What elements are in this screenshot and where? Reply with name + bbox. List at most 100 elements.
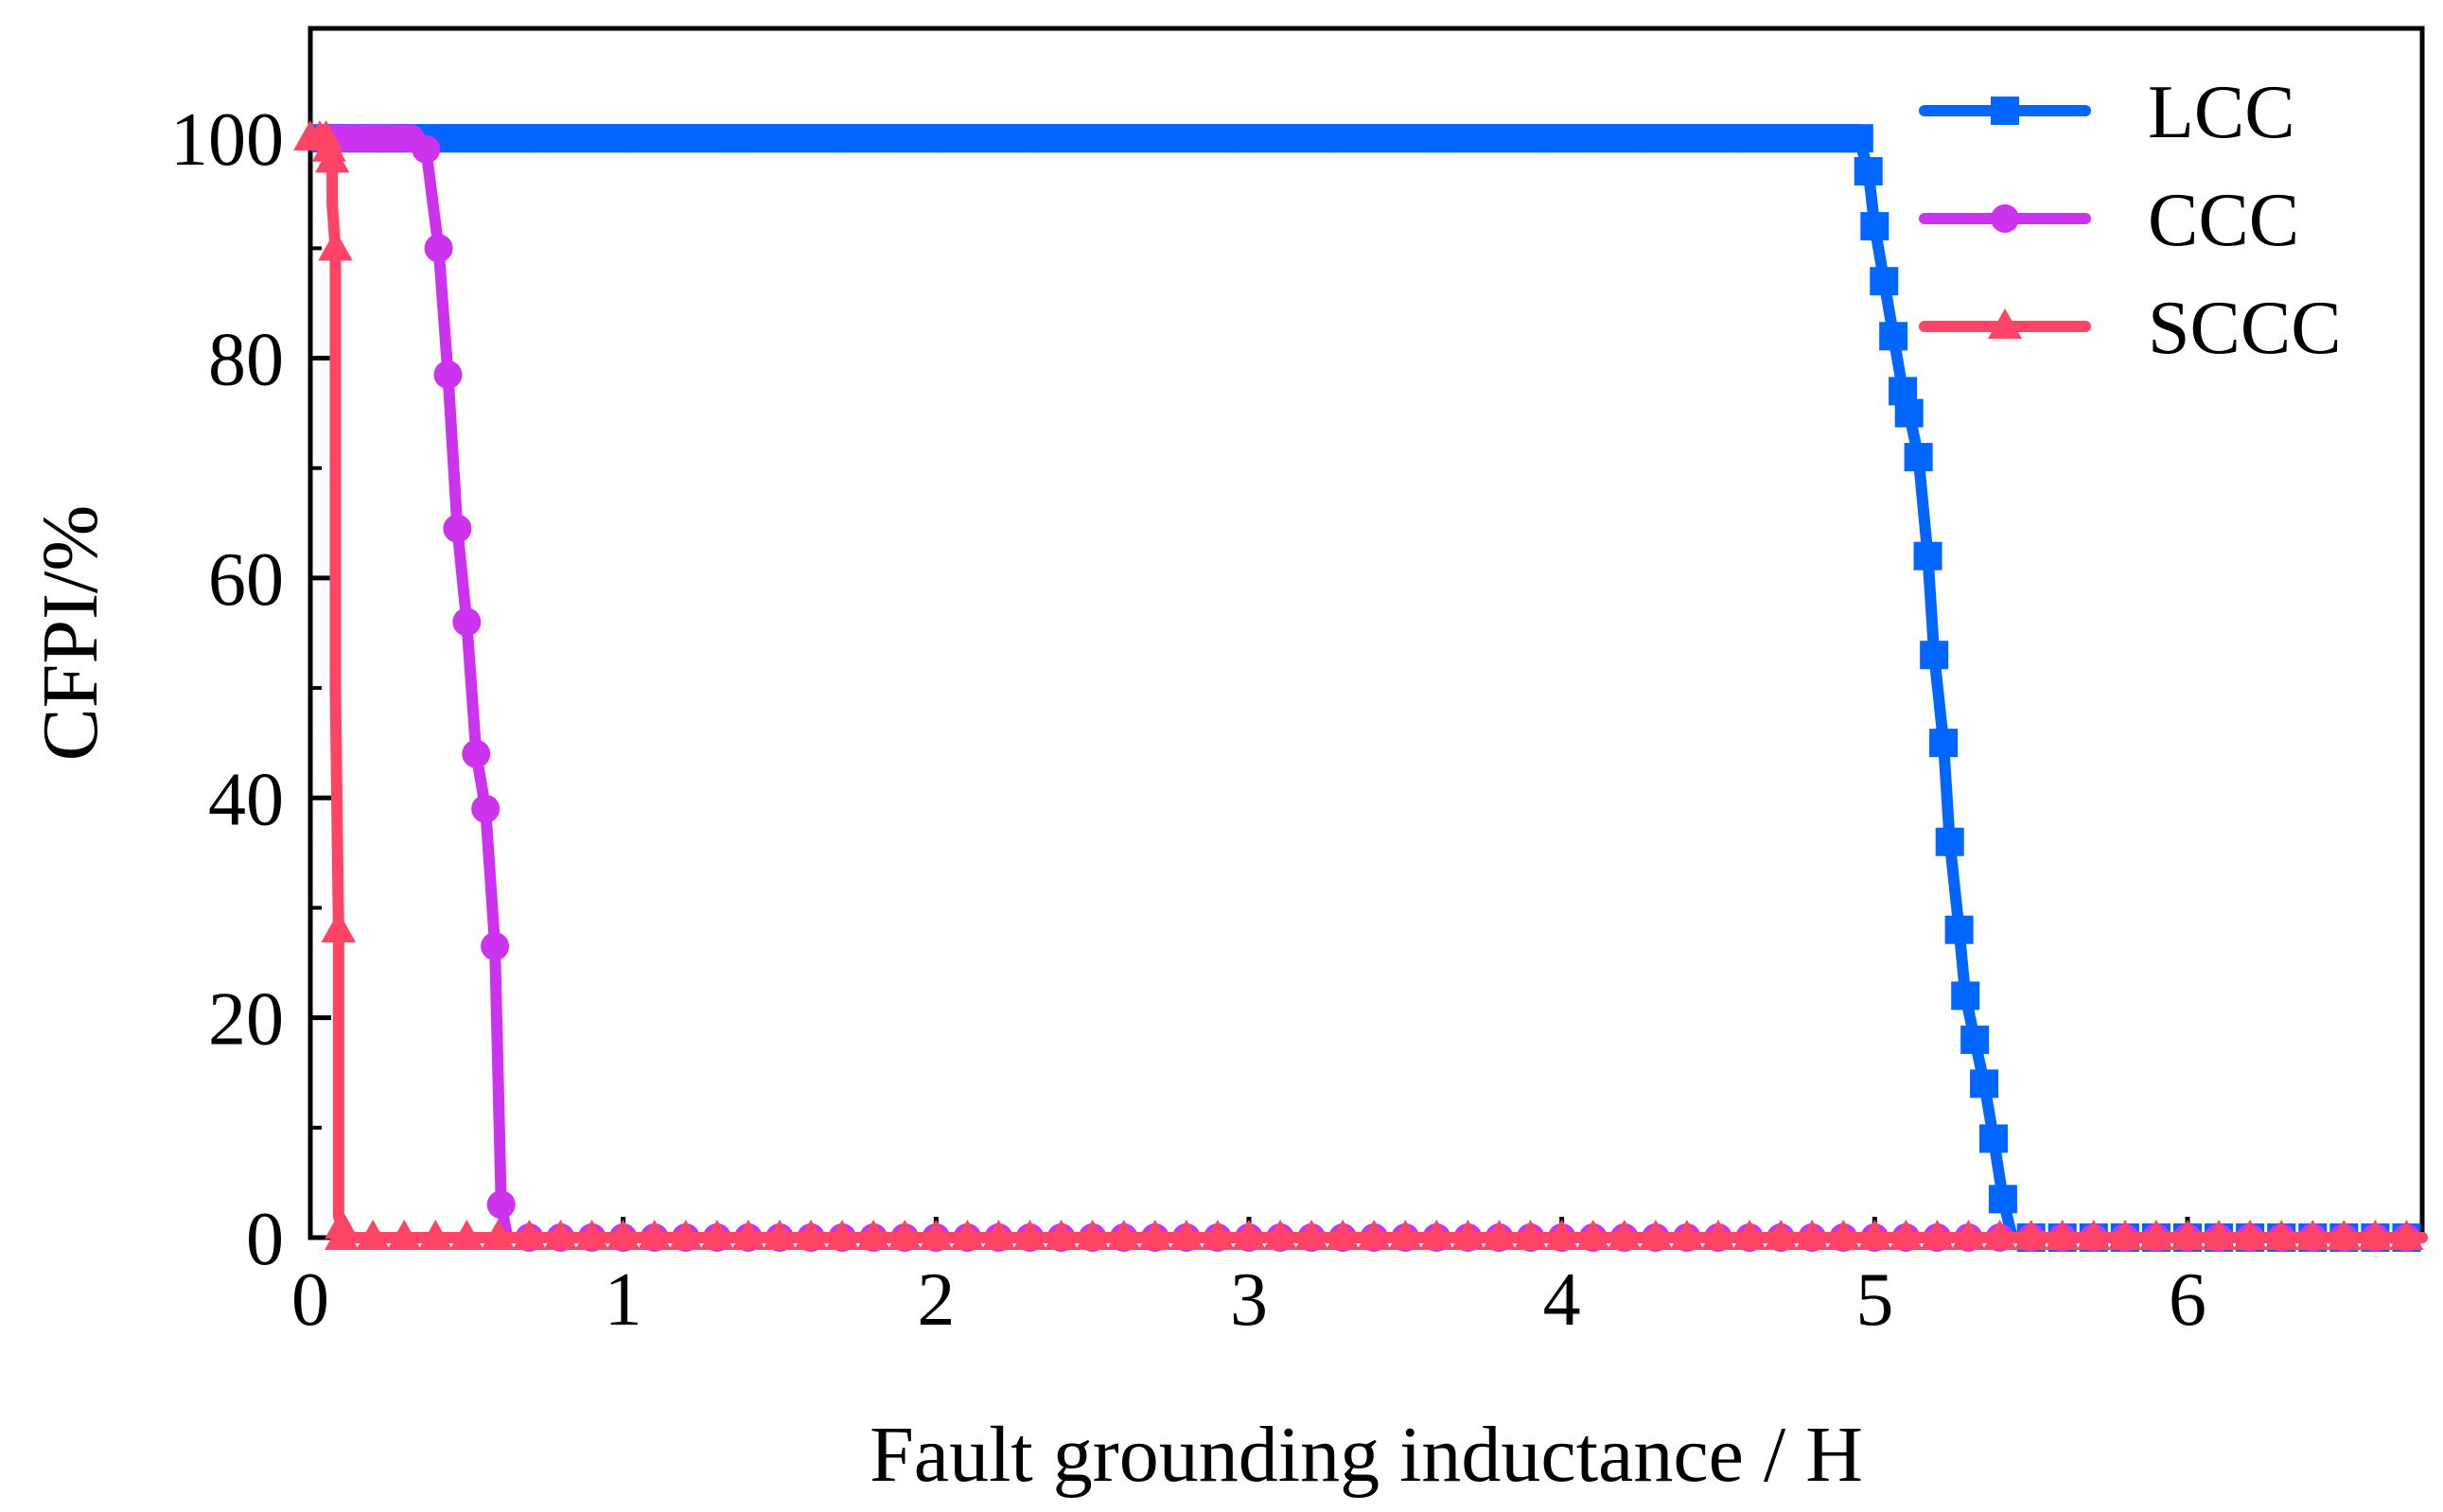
plot-area bbox=[293, 26, 2428, 1252]
x-tick-label: 4 bbox=[1543, 1258, 1581, 1342]
sccc-marker bbox=[1044, 1220, 1079, 1250]
lcc-marker bbox=[1935, 827, 1964, 856]
sccc-marker bbox=[1012, 1220, 1047, 1250]
series-ccc bbox=[311, 124, 2428, 1252]
x-tick-label: 0 bbox=[291, 1258, 329, 1342]
sccc-marker bbox=[1544, 1220, 1579, 1250]
sccc-marker bbox=[1326, 1220, 1361, 1250]
sccc-marker bbox=[2045, 1220, 2080, 1250]
lcc-marker bbox=[1920, 641, 1949, 670]
legend-item-sccc: SCCC bbox=[1919, 287, 2342, 370]
sccc-marker bbox=[1732, 1220, 1767, 1250]
sccc-marker bbox=[1513, 1220, 1548, 1250]
legend-label-lcc: LCC bbox=[2148, 71, 2295, 154]
lcc-marker bbox=[1960, 1025, 1990, 1054]
sccc-marker bbox=[794, 1220, 829, 1250]
sccc-marker bbox=[2107, 1220, 2142, 1250]
sccc-marker bbox=[356, 1220, 391, 1250]
sccc-marker bbox=[449, 1220, 484, 1250]
sccc-marker bbox=[325, 1220, 360, 1250]
sccc-marker bbox=[1263, 1220, 1298, 1250]
lcc-marker bbox=[1978, 1124, 2008, 1153]
x-tick-label: 2 bbox=[917, 1258, 955, 1342]
y-tick-label: 100 bbox=[170, 98, 284, 182]
lcc-marker bbox=[1913, 541, 1942, 571]
lcc-marker bbox=[1929, 729, 1959, 758]
sccc-marker bbox=[574, 1220, 609, 1250]
sccc-marker bbox=[606, 1220, 641, 1250]
lcc-marker bbox=[1870, 267, 1899, 296]
sccc-marker bbox=[1482, 1220, 1517, 1250]
sccc-marker bbox=[1294, 1220, 1329, 1250]
lcc-marker bbox=[1879, 322, 1908, 351]
sccc-marker bbox=[418, 1220, 453, 1250]
axis-ticks bbox=[308, 135, 2190, 1240]
sccc-marker bbox=[699, 1220, 734, 1250]
x-tick-label: 3 bbox=[1230, 1258, 1268, 1342]
legend: LCC CCC SCCC bbox=[1919, 71, 2342, 370]
sccc-marker bbox=[1357, 1220, 1392, 1250]
sccc-marker bbox=[2389, 1220, 2424, 1250]
sccc-marker bbox=[1951, 1220, 1986, 1250]
series-layer bbox=[293, 120, 2428, 1252]
sccc-marker bbox=[919, 1220, 954, 1250]
y-tick-label: 60 bbox=[208, 538, 284, 622]
sccc-marker bbox=[763, 1220, 797, 1250]
sccc-marker bbox=[1607, 1220, 1642, 1250]
y-axis-title: CFPI/% bbox=[26, 505, 114, 762]
lcc-marker bbox=[1904, 443, 1933, 472]
y-tick-label: 40 bbox=[208, 758, 284, 841]
sccc-marker bbox=[730, 1220, 765, 1250]
sccc-marker bbox=[1826, 1220, 1861, 1250]
sccc-marker bbox=[2327, 1220, 2362, 1250]
legend-marker-sccc bbox=[1988, 308, 2022, 339]
sccc-marker bbox=[1701, 1220, 1735, 1250]
series-lcc bbox=[311, 124, 2428, 1252]
sccc-marker bbox=[2295, 1220, 2330, 1250]
x-axis-title: Fault grounding inductance / H bbox=[870, 1411, 1863, 1499]
sccc-marker bbox=[1450, 1220, 1485, 1250]
sccc-marker bbox=[321, 911, 356, 942]
sccc-marker bbox=[1669, 1220, 1704, 1250]
lcc-line bbox=[320, 132, 2428, 1243]
sccc-marker bbox=[2264, 1220, 2299, 1250]
ccc-marker bbox=[424, 234, 453, 263]
sccc-marker bbox=[2202, 1220, 2237, 1250]
sccc-marker bbox=[1169, 1220, 1204, 1250]
ccc-marker bbox=[462, 739, 491, 768]
x-tick-label: 6 bbox=[2169, 1258, 2206, 1342]
sccc-marker bbox=[1575, 1220, 1610, 1250]
sccc-marker bbox=[1075, 1220, 1110, 1250]
lcc-marker bbox=[1894, 398, 1924, 428]
sccc-marker bbox=[1982, 1220, 2017, 1250]
sccc-marker bbox=[1137, 1220, 1172, 1250]
y-tick-labels: 0 20 40 60 80 100 bbox=[170, 98, 284, 1281]
sccc-marker bbox=[825, 1220, 860, 1250]
sccc-marker bbox=[318, 230, 353, 261]
x-tick-label: 1 bbox=[605, 1258, 642, 1342]
legend-label-ccc: CCC bbox=[2148, 179, 2299, 262]
sccc-marker bbox=[668, 1220, 703, 1250]
sccc-line bbox=[305, 132, 2428, 1243]
lcc-marker bbox=[1970, 1069, 1999, 1099]
sccc-marker bbox=[481, 1220, 516, 1250]
sccc-marker bbox=[1795, 1220, 1830, 1250]
sccc-marker bbox=[2233, 1220, 2268, 1250]
sccc-marker bbox=[1106, 1220, 1141, 1250]
legend-item-lcc: LCC bbox=[1919, 71, 2295, 154]
ccc-marker bbox=[486, 1190, 516, 1220]
sccc-marker bbox=[1889, 1220, 1924, 1250]
sccc-marker bbox=[950, 1220, 985, 1250]
lcc-marker bbox=[1832, 124, 1861, 153]
ccc-marker bbox=[443, 514, 472, 543]
ccc-marker bbox=[433, 360, 463, 389]
sccc-marker bbox=[888, 1220, 923, 1250]
ccc-marker bbox=[395, 124, 425, 153]
sccc-marker bbox=[2013, 1220, 2048, 1250]
plot-frame bbox=[308, 26, 2425, 1240]
lcc-marker bbox=[1944, 915, 1974, 944]
series-sccc bbox=[293, 120, 2428, 1250]
sccc-marker bbox=[2076, 1220, 2111, 1250]
ccc-marker bbox=[471, 794, 501, 823]
